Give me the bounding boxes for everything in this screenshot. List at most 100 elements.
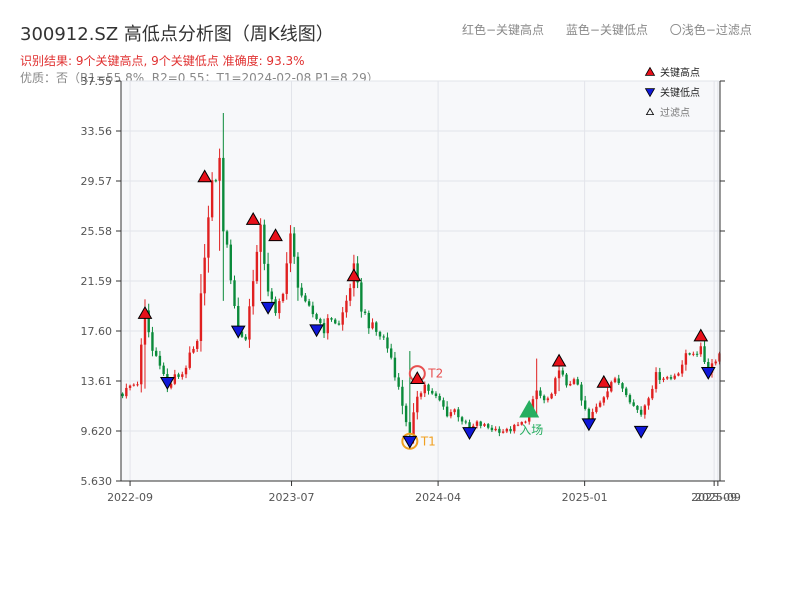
candle-body	[468, 422, 471, 430]
candle-body	[464, 421, 467, 423]
candle-body	[557, 370, 561, 379]
candle-body	[128, 385, 132, 388]
key-low-marker	[581, 418, 597, 432]
candle-body	[513, 424, 516, 432]
candle-body	[442, 400, 445, 407]
candle-body	[382, 336, 385, 338]
candle-body	[345, 300, 348, 313]
key-high-marker	[268, 228, 283, 242]
x-tick-label: 2022-09	[107, 491, 153, 504]
color-legend: 红色−关键高点 蓝色−关键低点 〇浅色−过滤点	[462, 21, 770, 38]
candle-body	[132, 384, 135, 386]
candle-body	[695, 353, 699, 355]
candle-body	[419, 393, 423, 397]
candle-body	[389, 348, 393, 358]
candle-body	[684, 353, 688, 365]
candle-body	[218, 157, 221, 181]
candle-body	[397, 377, 400, 387]
candle-body	[311, 305, 315, 315]
legend-label: 关键高点	[660, 66, 700, 79]
candle-body	[244, 336, 247, 340]
candle-body	[263, 224, 266, 264]
candle-body	[595, 406, 598, 412]
candle-body	[643, 405, 647, 415]
legend-marker	[644, 66, 656, 76]
x-tick-label: 2023-07	[269, 491, 315, 504]
candle-body	[360, 282, 363, 312]
candle-body	[688, 353, 691, 355]
candle-body	[296, 256, 300, 288]
candle-body	[266, 263, 270, 292]
key-high-marker	[693, 328, 709, 342]
candle-body	[136, 384, 139, 386]
candle-body	[445, 406, 449, 417]
candle-body	[281, 293, 285, 302]
candle-body	[341, 312, 344, 325]
candle-body	[613, 378, 617, 383]
candle-body	[278, 301, 281, 314]
candle-body	[457, 409, 460, 418]
candle-body	[591, 411, 594, 420]
candle-body	[184, 367, 188, 375]
key-low-marker	[402, 435, 418, 449]
candle-body	[546, 398, 550, 401]
candle-body	[542, 395, 546, 401]
candle-body	[371, 322, 374, 329]
candle-body	[251, 281, 255, 307]
candle-body	[479, 421, 482, 426]
candle-body	[285, 263, 288, 294]
candle-body	[196, 341, 199, 349]
candle-body	[210, 180, 214, 218]
x-tick-label: 2024-04	[415, 491, 461, 504]
candle-body	[498, 428, 501, 433]
candle-body	[617, 378, 620, 384]
candle-body	[509, 428, 512, 432]
candle-body	[699, 346, 703, 355]
candle-body	[718, 353, 721, 362]
candle-body	[475, 421, 479, 426]
candle-body	[651, 388, 654, 399]
candle-body	[169, 383, 173, 388]
key-low-marker	[260, 301, 276, 315]
candle-body	[565, 374, 568, 386]
candle-body	[666, 377, 669, 379]
candle-body	[199, 293, 203, 342]
y-tick-label: 33.56	[81, 125, 113, 138]
candle-body	[326, 318, 329, 334]
candle-body	[539, 390, 542, 396]
candle-body	[255, 251, 259, 282]
candle-body	[248, 306, 251, 340]
candle-body	[535, 390, 538, 400]
candle-body	[322, 322, 326, 334]
key-high-marker	[197, 169, 213, 183]
candle-body	[307, 301, 311, 306]
candle-body	[550, 393, 553, 399]
candle-body	[147, 310, 150, 333]
y-tick-label: 13.61	[81, 375, 113, 388]
candle-body	[610, 382, 613, 392]
candle-body	[270, 291, 274, 300]
candle-body	[460, 417, 464, 422]
candle-body	[692, 353, 695, 355]
key-high-marker	[596, 374, 612, 388]
candle-body	[501, 431, 505, 433]
candle-body	[151, 332, 154, 351]
candle-body	[561, 370, 564, 375]
candle-body	[628, 395, 632, 403]
candle-body	[121, 393, 124, 397]
candle-body	[225, 231, 229, 245]
candles	[121, 112, 721, 444]
candle-body	[229, 244, 232, 281]
key-low-marker	[700, 366, 716, 380]
candle-body	[703, 346, 706, 363]
candle-body	[181, 374, 184, 377]
candle-body	[431, 390, 434, 394]
candle-body	[203, 257, 206, 294]
candle-body	[669, 377, 673, 379]
candle-body	[356, 263, 359, 283]
candle-body	[173, 374, 177, 384]
candle-body	[580, 384, 583, 401]
result-summary: 识别结果: 9个关键高点, 9个关键低点 准确度: 93.3%	[20, 54, 305, 68]
candle-body	[140, 344, 143, 385]
candle-body	[412, 412, 415, 435]
